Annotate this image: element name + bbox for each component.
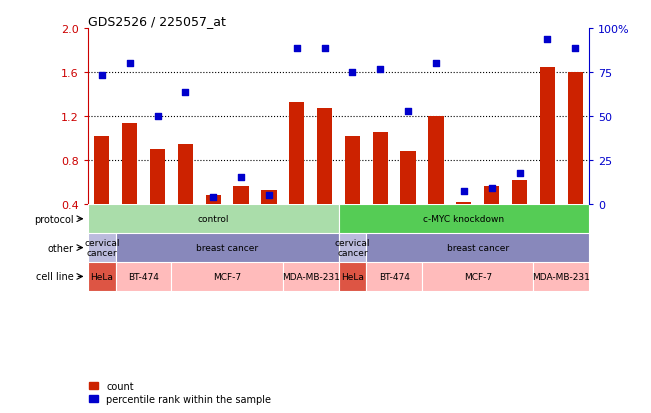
Bar [400, 152, 416, 205]
Legend: count, percentile rank within the sample: count, percentile rank within the sample [89, 381, 271, 404]
Point [320, 45, 330, 52]
Bar [234, 186, 249, 205]
Bar [116, 262, 171, 291]
Text: GDS2526 / 225057_at: GDS2526 / 225057_at [88, 15, 226, 28]
Bar [94, 137, 109, 205]
Text: HeLa: HeLa [90, 272, 113, 281]
Point [542, 37, 553, 43]
Text: breast cancer: breast cancer [447, 244, 509, 252]
Bar [88, 205, 589, 258]
Point [458, 188, 469, 195]
Bar [372, 132, 388, 205]
Text: other: other [48, 243, 74, 253]
Point [431, 61, 441, 67]
Bar [88, 262, 116, 291]
Bar [484, 186, 499, 205]
Point [236, 174, 246, 180]
Bar [568, 73, 583, 205]
Bar [171, 262, 283, 291]
Bar [261, 190, 277, 205]
Text: MCF-7: MCF-7 [213, 272, 241, 281]
Text: MDA-MB-231: MDA-MB-231 [533, 272, 590, 281]
Bar [533, 262, 589, 291]
Bar [367, 262, 422, 291]
Point [403, 108, 413, 115]
Bar [540, 67, 555, 205]
Text: MCF-7: MCF-7 [464, 272, 492, 281]
Text: cell line: cell line [36, 272, 74, 282]
Bar [339, 262, 367, 291]
Bar [339, 205, 589, 234]
Point [96, 73, 107, 79]
Point [264, 193, 274, 199]
Point [375, 66, 385, 73]
Point [347, 69, 357, 76]
Bar [345, 137, 360, 205]
Text: BT-474: BT-474 [128, 272, 159, 281]
Text: c-MYC knockdown: c-MYC knockdown [423, 215, 505, 224]
Bar [339, 234, 367, 262]
Bar [88, 205, 339, 234]
Text: control: control [197, 215, 229, 224]
Text: breast cancer: breast cancer [196, 244, 258, 252]
Bar [150, 150, 165, 205]
Bar [422, 262, 533, 291]
Point [570, 45, 581, 52]
Bar [283, 262, 339, 291]
Bar [512, 180, 527, 205]
Point [180, 89, 191, 96]
Point [152, 114, 163, 120]
Text: BT-474: BT-474 [379, 272, 409, 281]
Bar [206, 196, 221, 205]
Bar [456, 203, 471, 205]
Text: cervical
cancer: cervical cancer [84, 238, 120, 258]
Text: MDA-MB-231: MDA-MB-231 [282, 272, 340, 281]
Bar [317, 109, 332, 205]
Text: protocol: protocol [35, 214, 74, 224]
Bar [116, 234, 339, 262]
Point [292, 45, 302, 52]
Bar [367, 234, 589, 262]
Point [486, 185, 497, 192]
Point [124, 61, 135, 67]
Text: HeLa: HeLa [341, 272, 364, 281]
Bar [289, 102, 305, 205]
Bar [428, 117, 443, 205]
Point [514, 171, 525, 177]
Point [208, 194, 218, 200]
Bar [178, 145, 193, 205]
Text: cervical
cancer: cervical cancer [335, 238, 370, 258]
Bar [88, 234, 116, 262]
Bar [122, 123, 137, 205]
